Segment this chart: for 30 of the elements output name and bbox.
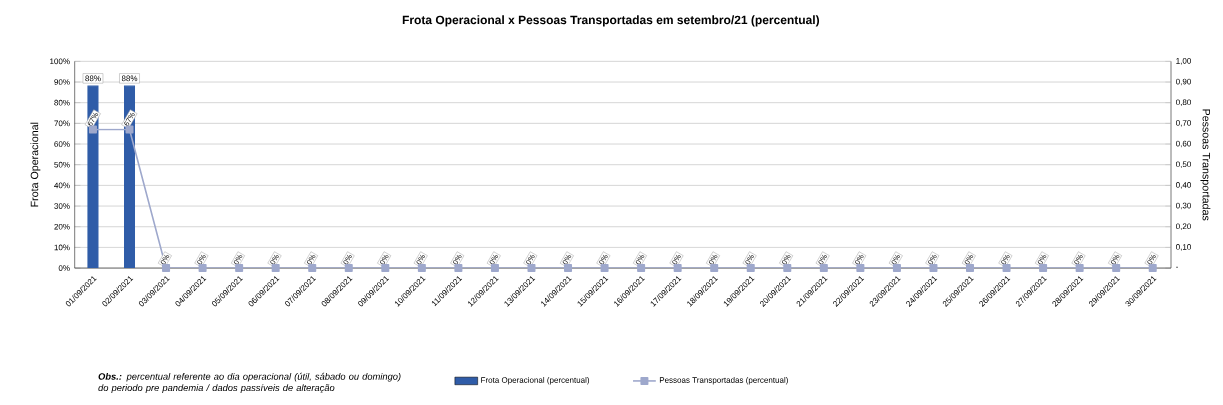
y-tick-label: 70% <box>54 120 70 126</box>
legend-label: Pessoas Transportadas (percentual) <box>659 376 788 385</box>
y-tick-label: 60% <box>54 140 70 147</box>
y2-tick-label: 0,90 <box>1176 78 1191 86</box>
y2-tick-label: 0,60 <box>1176 140 1191 148</box>
y-tick-label: 40% <box>54 182 70 188</box>
y2-tick-label: 0,40 <box>1176 181 1191 189</box>
y2-tick-label: 0,10 <box>1176 243 1191 251</box>
y-tick-label: 50% <box>54 161 70 168</box>
y-tick-label: 10% <box>54 244 70 251</box>
y-tick-label: 100% <box>50 58 70 64</box>
data-label: 88% <box>85 75 101 81</box>
y2-tick-label: - <box>1176 266 1179 268</box>
y2-tick-label: 1,00 <box>1176 57 1191 65</box>
y2-tick-label: 0,80 <box>1176 99 1191 106</box>
legend-label: Frota Operacional (percentual) <box>481 376 590 385</box>
y2-tick-label: 0,30 <box>1176 202 1191 210</box>
data-label: 88% <box>121 75 138 81</box>
y-tick-label: 20% <box>54 223 70 230</box>
y2-tick-label: 0,50 <box>1176 161 1191 168</box>
y2-tick-label: 0,70 <box>1176 119 1191 127</box>
y-tick-label: 80% <box>54 99 70 106</box>
y-tick-label: 90% <box>54 78 70 85</box>
y2-tick-label: 0,20 <box>1176 223 1191 230</box>
chart-title: Frota Operacional x Pessoas Transportadas em setembro/21 (percentual) <box>402 15 820 27</box>
y-tick-label: 30% <box>54 203 70 209</box>
y-tick-label: 0% <box>58 265 70 271</box>
y-axis-title: Frota Operacional <box>30 122 41 207</box>
text: Obs.: percentual referente ao dia operacional (útil, sábado ou domingo) do periodo pre pandemia / dados passíveis de alteração <box>98 372 401 393</box>
y2-axis-title: Pessoas Transportadas <box>1200 109 1211 221</box>
